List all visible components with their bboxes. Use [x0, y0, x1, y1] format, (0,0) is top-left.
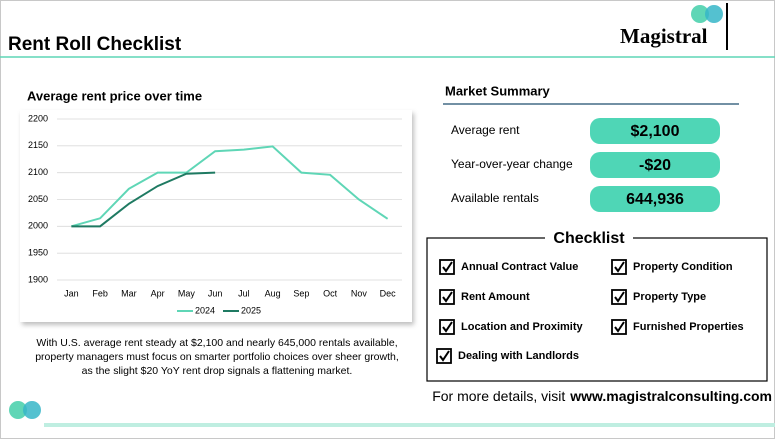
check-mark: [442, 291, 453, 303]
legend-label: 2025: [241, 305, 261, 315]
checklist-item: Dealing with Landlords: [458, 350, 579, 362]
footer-link: www.magistralconsulting.com: [569, 388, 772, 404]
x-tick-label: Sep: [293, 288, 309, 298]
checklist-title-bg: [545, 229, 633, 249]
series-line: [71, 145, 389, 228]
summary-title: Market Summary: [445, 83, 551, 98]
description: With U.S. average rent steady at $2,100 …: [35, 337, 399, 377]
checklist-box: [426, 237, 768, 382]
check-mark: [442, 261, 453, 273]
logo-circle: [23, 401, 41, 419]
checklist-item: Rent Amount: [461, 291, 530, 303]
check-mark: [439, 350, 450, 362]
x-tick-label: Nov: [351, 288, 368, 298]
checklist-item: Furnished Properties: [633, 321, 744, 333]
summary-label: Year-over-year change: [451, 157, 573, 171]
summary-pill: [590, 152, 720, 178]
series-line: [71, 171, 216, 228]
x-tick-label: Feb: [92, 288, 108, 298]
summary-label: Average rent: [451, 123, 520, 137]
checklist-item: Property Type: [633, 291, 706, 303]
y-tick-label: 2000: [28, 221, 48, 231]
description-line: as the slight $20 YoY rent drop signals …: [82, 365, 353, 377]
x-tick-label: Dec: [380, 288, 397, 298]
check-mark: [614, 261, 625, 273]
logo-circle: [9, 401, 27, 419]
x-tick-label: Jun: [208, 288, 223, 298]
chart-title: Average rent price over time: [27, 88, 202, 103]
checklist-item: Annual Contract Value: [461, 261, 578, 273]
chart-panel: [20, 110, 412, 322]
y-tick-label: 2200: [28, 113, 48, 123]
x-tick-label: May: [178, 288, 196, 298]
logo-circle: [705, 5, 723, 23]
footer-rule: [44, 423, 775, 427]
checklist: Annual Contract Value Property Condition R…: [436, 259, 744, 364]
footer-text: For more details, visit: [432, 388, 565, 404]
y-tick-label: 2100: [28, 167, 48, 177]
description-line: With U.S. average rent steady at $2,100 …: [36, 337, 397, 349]
checklist-item: Location and Proximity: [461, 321, 584, 333]
summary-label: Available rentals: [451, 191, 539, 205]
check-mark: [614, 321, 625, 333]
x-tick-label: Oct: [323, 288, 338, 298]
y-tick-label: 1900: [28, 274, 48, 284]
x-tick-label: Mar: [121, 288, 137, 298]
summary-value: -$20: [639, 157, 671, 174]
x-tick-label: Apr: [151, 288, 165, 298]
brand: Magistral: [620, 24, 708, 48]
x-tick-label: Jan: [64, 288, 79, 298]
page-title: Rent Roll Checklist: [8, 34, 182, 55]
x-tick-label: Jul: [238, 288, 250, 298]
check-mark: [614, 291, 625, 303]
footer: For more details, visit www.magistralcons…: [432, 388, 772, 404]
summary-value: 644,936: [626, 191, 684, 208]
y-tick-label: 2150: [28, 140, 48, 150]
y-tick-label: 2050: [28, 194, 48, 204]
checklist-title: Checklist: [553, 230, 625, 247]
y-tick-label: 1950: [28, 248, 48, 258]
summary-value: $2,100: [631, 123, 680, 140]
legend-label: 2024: [195, 305, 215, 315]
check-mark: [442, 321, 453, 333]
summary: Average rent $2,100 Year-over-year change -…: [451, 118, 720, 212]
checklist-item: Property Condition: [633, 261, 733, 273]
logo-circle: [691, 5, 709, 23]
summary-pill: [590, 186, 720, 212]
description-line: property managers must focus on smarter …: [35, 351, 399, 363]
summary-pill: [590, 118, 720, 144]
x-tick-label: Aug: [265, 288, 281, 298]
